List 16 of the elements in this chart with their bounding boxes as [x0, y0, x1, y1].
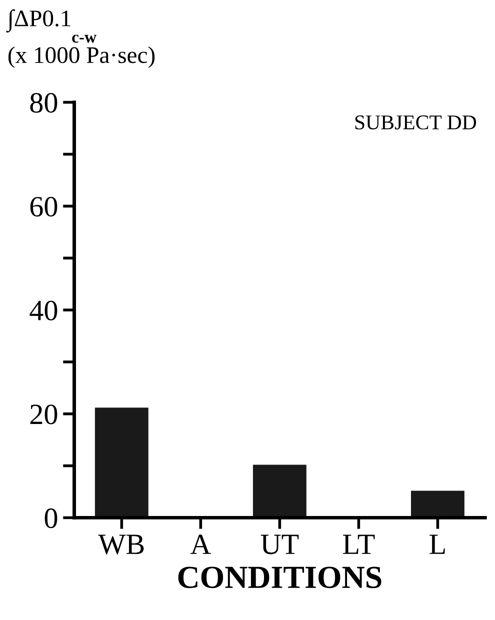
x-tick-label: A: [190, 534, 211, 554]
y-tick-label: 0: [44, 508, 58, 528]
bar: [252, 464, 306, 518]
x-axis-title: CONDITIONS: [178, 566, 382, 588]
x-tick-label: UT: [260, 534, 299, 554]
y-tick-label: 80: [30, 93, 58, 113]
y-axis-title: ∫ΔP0.1c-w (x 1000 Pa·sec): [6, 9, 155, 68]
y-tick-label: 40: [30, 300, 58, 320]
x-tick-label: L: [430, 534, 445, 554]
bar: [94, 408, 148, 518]
annotation: SUBJECT DD: [355, 115, 476, 130]
x-tick-label: WB: [98, 534, 144, 554]
bar: [410, 490, 464, 518]
y-tick-label: 20: [30, 404, 58, 424]
x-tick-label: LT: [343, 534, 375, 554]
y-tick-label: 60: [30, 196, 58, 217]
